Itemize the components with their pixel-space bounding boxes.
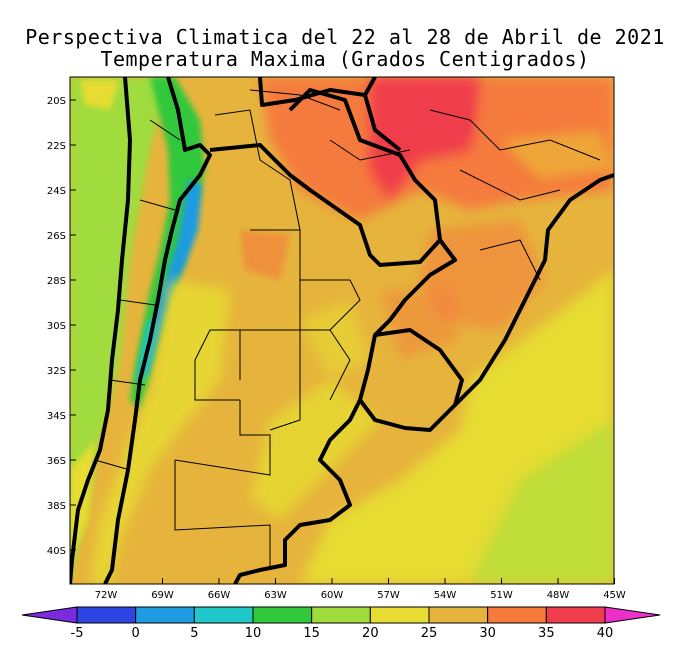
colorbar-label: 20	[362, 626, 379, 641]
colorbar-label: 0	[132, 626, 140, 641]
map-title: Perspectiva Climatica del 22 al 28 de Ab…	[25, 25, 665, 49]
buenos-aires-coast	[233, 399, 362, 584]
pampas-yellow-region	[250, 380, 380, 520]
colorbar-left-arrow	[21, 606, 78, 624]
argentina-brazil-border	[373, 238, 457, 337]
brazil-atlantic-coast	[453, 173, 614, 407]
colorbar-label: 40	[597, 626, 614, 641]
colorbar-label: -5	[71, 626, 84, 641]
lat-tick-label: 20S	[47, 96, 66, 107]
colorbar-label: 5	[190, 626, 198, 641]
lat-tick-label: 36S	[47, 456, 66, 467]
colorbar-segment	[76, 606, 137, 624]
foothill-yellow-region	[90, 280, 230, 584]
bolivia-border	[258, 77, 377, 107]
lon-tick-label: 72W	[95, 590, 118, 601]
lon-tick-label: 60W	[321, 590, 344, 601]
colorbar-segment	[193, 606, 254, 624]
lat-tick-label: 28S	[47, 276, 66, 287]
colorbar-label: 25	[421, 626, 438, 641]
colorbar-label: 35	[538, 626, 555, 641]
map-frame	[69, 76, 615, 585]
province-boundaries	[94, 89, 601, 570]
east-brazil-patch	[500, 130, 614, 180]
lon-tick-label: 66W	[208, 590, 231, 601]
colorbar-segment	[428, 606, 489, 624]
atacama-yellow-patch	[80, 80, 120, 110]
paraguay-border	[209, 88, 442, 267]
santiago-hot-patch	[240, 230, 290, 280]
lat-tick-label: 22S	[47, 141, 66, 152]
lat-tick-label: 38S	[47, 501, 66, 512]
andes-border	[103, 77, 212, 584]
lon-tick-label: 63W	[264, 590, 287, 601]
lat-tick-label: 34S	[47, 411, 66, 422]
longitude-ticks: 72W 69W 66W 63W 60W 57W 54W 51W 48W 45W	[95, 578, 626, 601]
brazil-paraguay-border	[363, 94, 402, 152]
lat-tick-label: 32S	[47, 366, 66, 377]
lon-tick-label: 45W	[603, 590, 626, 601]
very-hot-core	[420, 100, 470, 140]
pacific-coastline	[70, 77, 132, 584]
lat-tick-label: 26S	[47, 231, 66, 242]
uruguay-border	[358, 328, 464, 432]
colorbar-label: 10	[245, 626, 262, 641]
lon-tick-label: 48W	[547, 590, 570, 601]
latitude-ticks: 20S 22S 24S 26S 28S 30S 32S 34S 36S 38S 40S	[47, 96, 76, 557]
lon-tick-label: 51W	[490, 590, 513, 601]
atlantic-green-region	[470, 420, 614, 584]
lat-tick-label: 24S	[47, 186, 66, 197]
country-boundaries	[70, 77, 614, 584]
colorbar-label: 30	[479, 626, 496, 641]
colorbar-right-arrow	[604, 606, 661, 624]
colorbar-segment	[369, 606, 430, 624]
lat-tick-label: 40S	[47, 546, 66, 557]
colorbar-segment	[135, 606, 195, 624]
lat-tick-label: 30S	[47, 321, 66, 332]
lon-tick-label: 54W	[434, 590, 457, 601]
colorbar-segment	[545, 606, 606, 624]
colorbar-segment	[311, 606, 371, 624]
lon-tick-label: 69W	[151, 590, 174, 601]
lon-tick-label: 57W	[377, 590, 400, 601]
litoral-yellow-region	[300, 300, 370, 380]
colorbar-label: 15	[303, 626, 320, 641]
colorbar-segment	[252, 606, 313, 624]
map-subtitle: Temperatura Maxima (Grados Centigrados)	[100, 47, 590, 71]
colorbar: -5 0 5 10 15 20 25 30 35 40	[21, 606, 661, 641]
colorbar-segment	[487, 606, 547, 624]
